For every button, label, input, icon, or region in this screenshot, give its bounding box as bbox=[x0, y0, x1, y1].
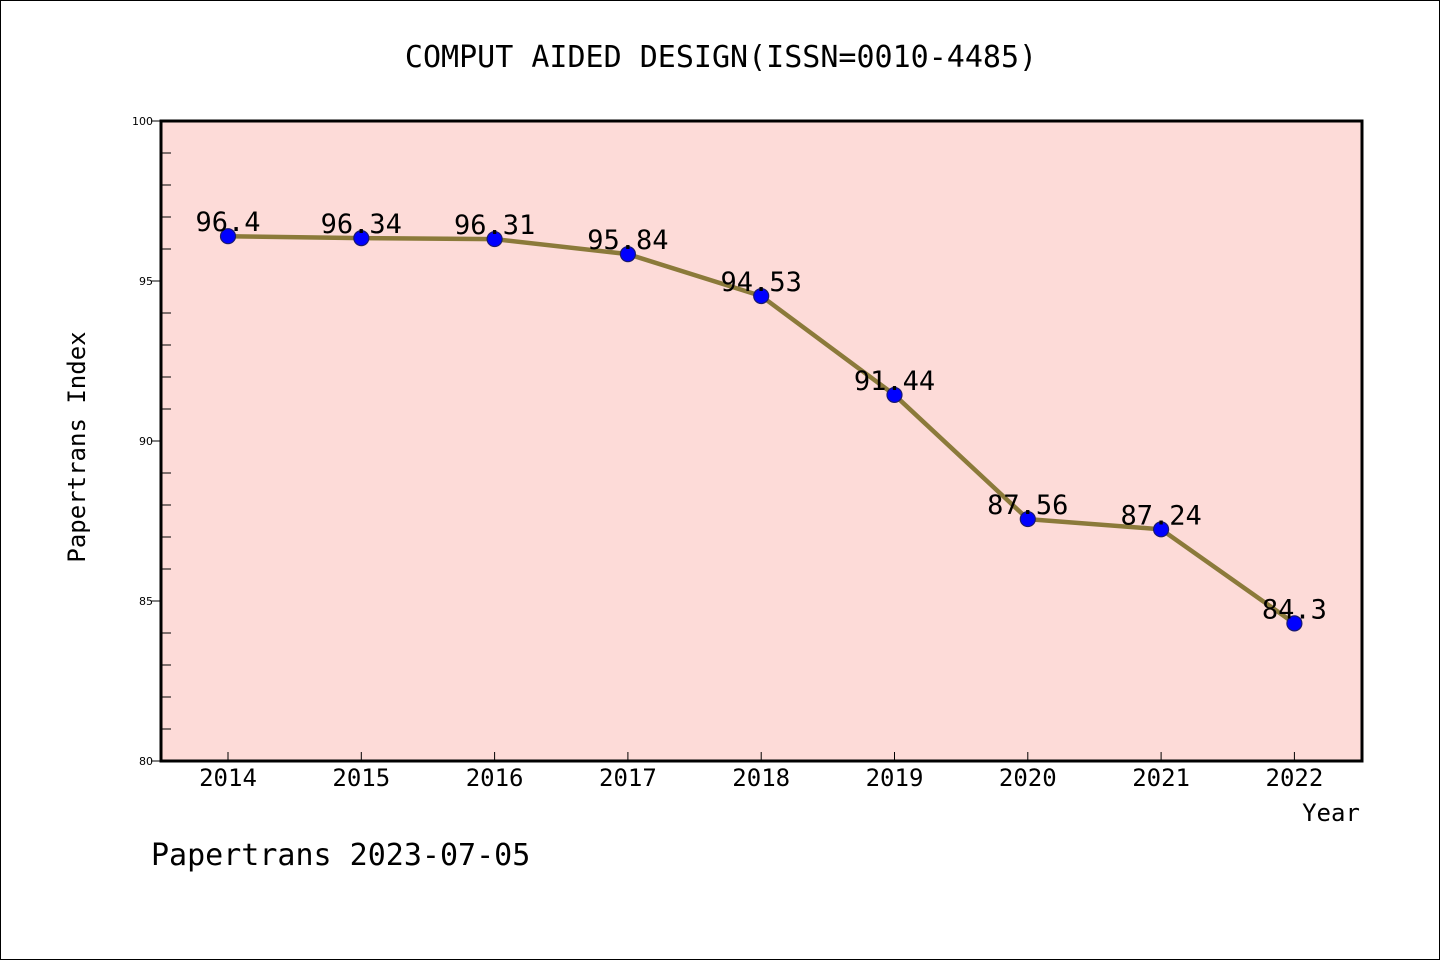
x-tick-label: 2015 bbox=[332, 764, 390, 792]
data-label: 96.4 bbox=[195, 207, 260, 238]
data-labels: 96.4 96.34 96.31 95.84 94.53 91.44 87.56 87.24 8… bbox=[195, 207, 1326, 625]
y-axis-ticks: 80 85 90 95 100 bbox=[132, 115, 171, 768]
data-point bbox=[219, 228, 237, 245]
data-label: 84.3 bbox=[1262, 594, 1327, 625]
x-tick-label: 2020 bbox=[999, 764, 1057, 792]
series-points bbox=[219, 228, 1303, 632]
data-point bbox=[753, 287, 770, 305]
data-point bbox=[619, 246, 637, 263]
chart-title: COMPUT AIDED DESIGN(ISSN=0010-4485) bbox=[405, 40, 1037, 75]
x-tick-label: 2022 bbox=[1266, 764, 1324, 792]
x-tick-label: 2017 bbox=[599, 764, 657, 792]
y-tick-label: 90 bbox=[139, 435, 153, 448]
data-point bbox=[486, 230, 503, 248]
x-tick-label: 2019 bbox=[866, 764, 924, 792]
x-tick-label: 2014 bbox=[199, 764, 257, 792]
y-tick-label: 100 bbox=[132, 115, 153, 128]
footer-date: Papertrans 2023-07-05 bbox=[151, 838, 530, 873]
data-label: 87.24 bbox=[1120, 500, 1201, 531]
y-tick-label: 95 bbox=[139, 275, 153, 288]
plot-area bbox=[161, 121, 1362, 761]
data-label: 94.53 bbox=[721, 267, 802, 298]
y-tick-label: 85 bbox=[139, 595, 153, 608]
data-point bbox=[886, 386, 903, 404]
data-label: 91.44 bbox=[854, 366, 935, 397]
x-tick-label: 2018 bbox=[732, 764, 790, 792]
data-label: 87.56 bbox=[987, 490, 1068, 521]
x-axis-ticks: 2014 2015 2016 2017 2018 2019 2020 2021 2022 bbox=[199, 752, 1323, 792]
y-axis-label: Papertrans Index bbox=[63, 331, 91, 562]
data-label: 96.31 bbox=[454, 210, 535, 241]
data-label: 96.34 bbox=[321, 209, 402, 240]
data-point bbox=[353, 230, 370, 247]
x-axis-label: Year bbox=[1302, 799, 1360, 827]
x-tick-label: 2016 bbox=[466, 764, 524, 792]
data-point bbox=[1286, 615, 1303, 632]
data-point bbox=[1152, 521, 1170, 538]
plot-border bbox=[159, 119, 1364, 763]
data-point bbox=[1019, 510, 1036, 528]
data-label: 95.84 bbox=[587, 225, 668, 256]
y-tick-label: 80 bbox=[139, 755, 153, 768]
x-tick-label: 2021 bbox=[1132, 764, 1190, 792]
